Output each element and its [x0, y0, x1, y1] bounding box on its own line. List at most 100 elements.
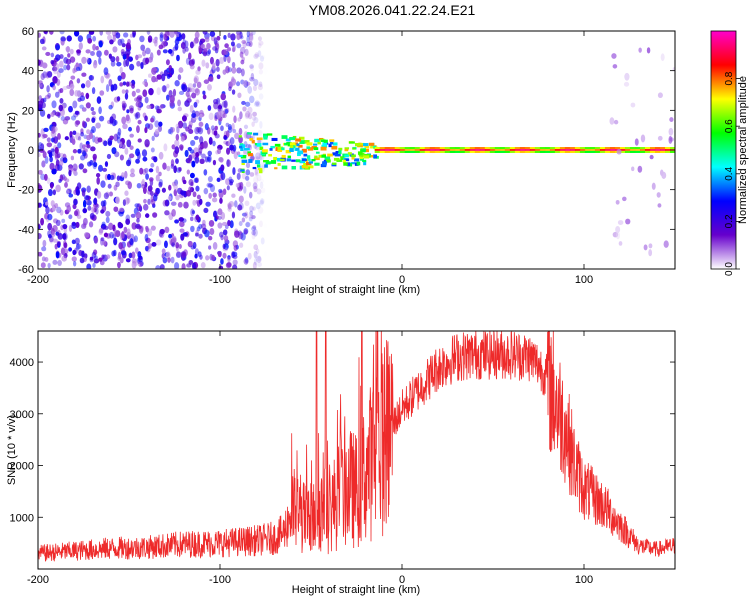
- heatmap-cell: [144, 115, 148, 122]
- heatmap-cell: [203, 207, 209, 213]
- heatmap-cell: [117, 261, 121, 269]
- heatmap-cell: [120, 71, 126, 80]
- heatmap-cell: [188, 179, 194, 186]
- heatmap-cell: [624, 147, 631, 150]
- heatmap-cell: [76, 78, 81, 84]
- heatmap-cell: [322, 161, 327, 164]
- heatmap-cell: [155, 239, 162, 246]
- heatmap-cell: [96, 50, 102, 58]
- heatmap-cell: [75, 243, 82, 250]
- heatmap-cell: [107, 183, 112, 189]
- heatmap-cell: [346, 162, 351, 166]
- heatmap-cell: [215, 215, 219, 220]
- heatmap-cell: [434, 149, 441, 151]
- heatmap-cell: [131, 251, 136, 259]
- heatmap-cell: [85, 79, 91, 88]
- heatmap-cell: [113, 237, 118, 246]
- heatmap-cell: [252, 261, 257, 269]
- heatmap-cell: [389, 150, 396, 153]
- heatmap-cell: [194, 126, 200, 135]
- heatmap-cell: [121, 89, 126, 94]
- heatmap-cell: [203, 187, 209, 195]
- heatmap-cell: [243, 80, 249, 88]
- heatmap-cell: [190, 139, 196, 146]
- heatmap-cell: [313, 147, 319, 151]
- heatmap-cell: [261, 152, 268, 155]
- heatmap-cell: [151, 242, 157, 247]
- heatmap-cell: [119, 141, 123, 148]
- heatmap-cell: [322, 142, 327, 146]
- heatmap-cell: [68, 224, 73, 232]
- heatmap-cell: [248, 112, 253, 120]
- heatmap-cell: [289, 142, 296, 146]
- heatmap-cell: [604, 149, 611, 151]
- heatmap-cell: [82, 168, 88, 174]
- heatmap-cell: [227, 219, 231, 227]
- heatmap-cell: [649, 147, 656, 150]
- heatmap-cell: [223, 34, 227, 40]
- heatmap-cell: [52, 76, 58, 84]
- heatmap-cell: [394, 147, 401, 150]
- heatmap-cell: [241, 212, 248, 217]
- heatmap-cell: [238, 154, 243, 158]
- heatmap-cell: [217, 104, 222, 113]
- heatmap-cell: [44, 257, 49, 262]
- heatmap-cell: [41, 102, 46, 109]
- heatmap-cell: [234, 132, 240, 140]
- heatmap-cell: [663, 240, 669, 248]
- heatmap-cell: [374, 150, 381, 153]
- heatmap-cell: [179, 228, 185, 233]
- heatmap-cell: [217, 148, 222, 155]
- heatmap-cell: [93, 258, 100, 264]
- heatmap-cell: [404, 147, 411, 150]
- heatmap-cell: [220, 93, 227, 101]
- heatmap-cell: [71, 221, 77, 227]
- heatmap-cell: [514, 147, 521, 150]
- heatmap-cell: [174, 146, 180, 154]
- heatmap-cell: [45, 51, 51, 56]
- heatmap-cell: [225, 178, 231, 186]
- heatmap-cell: [236, 67, 242, 74]
- heatmap-cell: [245, 175, 250, 181]
- heatmap-cell: [175, 133, 180, 141]
- heatmap-cell: [52, 189, 56, 196]
- heatmap-cell: [54, 202, 59, 209]
- heatmap-cell: [212, 46, 218, 51]
- heatmap-cell: [140, 62, 144, 70]
- heatmap-cell: [657, 203, 662, 208]
- heatmap-cell: [489, 150, 496, 153]
- heatmap-cell: [150, 117, 155, 123]
- heatmap-cell: [93, 161, 98, 168]
- heatmap-cell: [189, 216, 194, 222]
- heatmap-cell: [57, 259, 62, 267]
- heatmap-cell: [142, 80, 147, 85]
- heatmap-cell: [92, 35, 97, 42]
- heatmap-cell: [245, 169, 251, 176]
- heatmap-cell: [103, 225, 109, 231]
- heatmap-cell: [237, 204, 243, 211]
- heatmap-cell: [208, 192, 213, 199]
- heatmap-cell: [389, 147, 396, 150]
- heatmap-cell: [220, 258, 224, 265]
- heatmap-cell: [113, 206, 119, 212]
- heatmap-cell: [86, 263, 92, 269]
- heatmap-cell: [256, 188, 262, 195]
- heatmap-cell: [363, 155, 370, 159]
- heatmap-cell: [155, 265, 161, 269]
- heatmap-cell: [77, 136, 82, 141]
- heatmap-cell: [651, 182, 656, 190]
- heatmap-cell: [258, 93, 264, 100]
- heatmap-cell: [194, 88, 200, 96]
- heatmap-cell: [56, 78, 61, 86]
- heatmap-cell: [589, 149, 596, 151]
- heatmap-cell: [624, 149, 631, 151]
- spectrogram-y-tick-label: -40: [18, 224, 34, 236]
- heatmap-cell: [286, 142, 292, 145]
- heatmap-cell: [624, 150, 631, 153]
- colorbar-label: Normalized spectral amplitude: [737, 76, 749, 224]
- heatmap-cell: [429, 147, 436, 150]
- heatmap-cell: [281, 154, 286, 158]
- heatmap-cell: [170, 67, 175, 75]
- heatmap-cell: [175, 158, 179, 164]
- heatmap-cell: [434, 150, 441, 153]
